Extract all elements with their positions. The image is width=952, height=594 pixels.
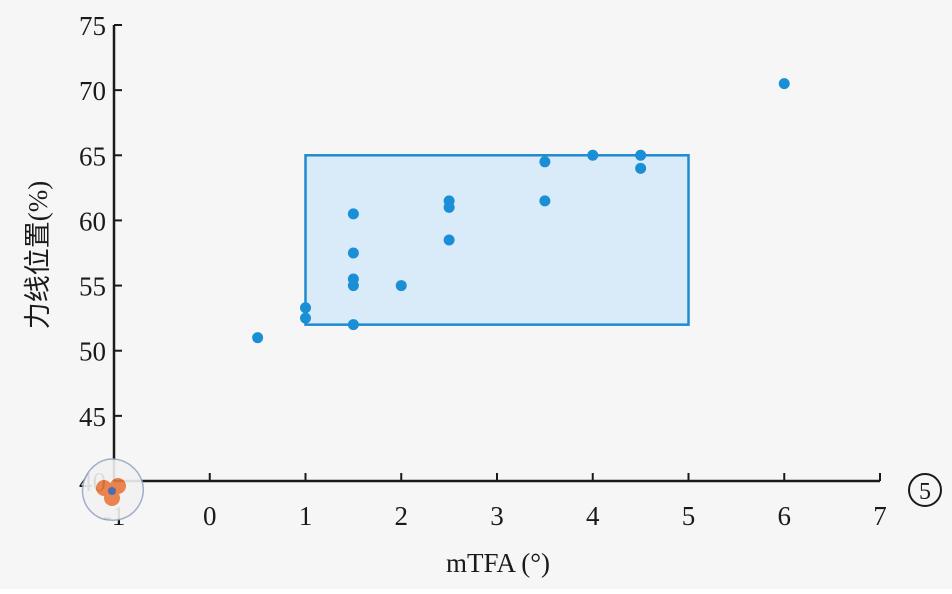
data-points <box>252 78 790 344</box>
watermark-center <box>108 487 116 495</box>
y-tick-label: 60 <box>79 206 106 236</box>
x-tick-label: 4 <box>586 501 600 531</box>
data-point <box>300 302 311 314</box>
data-point <box>443 234 455 246</box>
data-point <box>635 162 647 174</box>
journal-watermark <box>81 458 144 521</box>
y-axis-ticks: 4045505560657075 <box>79 11 122 497</box>
data-point <box>539 156 551 168</box>
y-tick-label: 50 <box>79 337 106 367</box>
data-point <box>300 312 311 324</box>
x-tick-label: 3 <box>490 501 504 531</box>
x-tick-label: 7 <box>873 501 887 531</box>
panel-label: 5 <box>908 473 942 507</box>
x-tick-label: 6 <box>778 501 792 531</box>
highlight-region-layer <box>304 154 690 326</box>
y-axis-title: 力线位置(%) <box>23 181 53 329</box>
data-point <box>347 247 359 259</box>
y-tick-label: 65 <box>79 141 106 171</box>
data-point <box>443 201 455 213</box>
data-point <box>347 319 359 331</box>
x-tick-label: 2 <box>395 501 409 531</box>
y-tick-label: 45 <box>79 402 106 432</box>
x-axis-ticks: -101234567 <box>103 473 887 531</box>
data-point <box>778 78 790 90</box>
y-tick-label: 55 <box>79 272 106 302</box>
highlight-region <box>304 154 690 326</box>
watermark-petal <box>104 490 120 506</box>
data-point <box>347 280 359 292</box>
data-point <box>252 332 264 344</box>
data-point <box>587 149 599 161</box>
data-point <box>635 149 647 161</box>
data-point <box>347 208 359 220</box>
data-point <box>395 280 407 292</box>
x-tick-label: 5 <box>682 501 696 531</box>
y-tick-label: 75 <box>79 11 106 41</box>
data-point <box>539 195 551 207</box>
y-tick-label: 70 <box>79 76 106 106</box>
panel-label-circle <box>908 473 942 507</box>
x-axis-title: mTFA (°) <box>446 548 550 578</box>
x-tick-label: 0 <box>203 501 217 531</box>
panel-label-text: 5 <box>919 479 931 505</box>
x-tick-label: 1 <box>299 501 313 531</box>
